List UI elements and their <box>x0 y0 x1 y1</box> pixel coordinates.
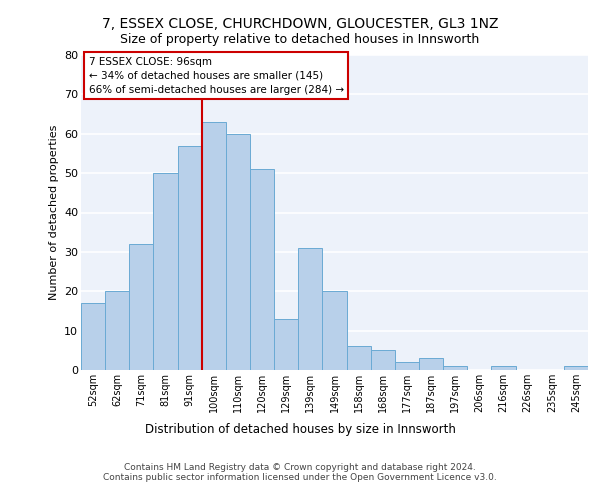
Bar <box>250 169 274 370</box>
Bar <box>371 350 395 370</box>
Bar <box>129 244 154 370</box>
Bar <box>564 366 588 370</box>
Text: Size of property relative to detached houses in Innsworth: Size of property relative to detached ho… <box>121 32 479 46</box>
Text: Distribution of detached houses by size in Innsworth: Distribution of detached houses by size … <box>145 422 455 436</box>
Bar <box>298 248 322 370</box>
Bar <box>105 291 129 370</box>
Bar <box>395 362 419 370</box>
Bar <box>81 303 105 370</box>
Text: Contains public sector information licensed under the Open Government Licence v3: Contains public sector information licen… <box>103 474 497 482</box>
Text: 7, ESSEX CLOSE, CHURCHDOWN, GLOUCESTER, GL3 1NZ: 7, ESSEX CLOSE, CHURCHDOWN, GLOUCESTER, … <box>102 18 498 32</box>
Bar <box>347 346 371 370</box>
Y-axis label: Number of detached properties: Number of detached properties <box>49 125 59 300</box>
Bar <box>178 146 202 370</box>
Text: 7 ESSEX CLOSE: 96sqm
← 34% of detached houses are smaller (145)
66% of semi-deta: 7 ESSEX CLOSE: 96sqm ← 34% of detached h… <box>89 56 344 94</box>
Bar <box>491 366 515 370</box>
Bar <box>322 291 347 370</box>
Bar <box>443 366 467 370</box>
Text: Contains HM Land Registry data © Crown copyright and database right 2024.: Contains HM Land Registry data © Crown c… <box>124 462 476 471</box>
Bar <box>274 319 298 370</box>
Bar <box>419 358 443 370</box>
Bar <box>226 134 250 370</box>
Bar <box>154 173 178 370</box>
Bar <box>202 122 226 370</box>
